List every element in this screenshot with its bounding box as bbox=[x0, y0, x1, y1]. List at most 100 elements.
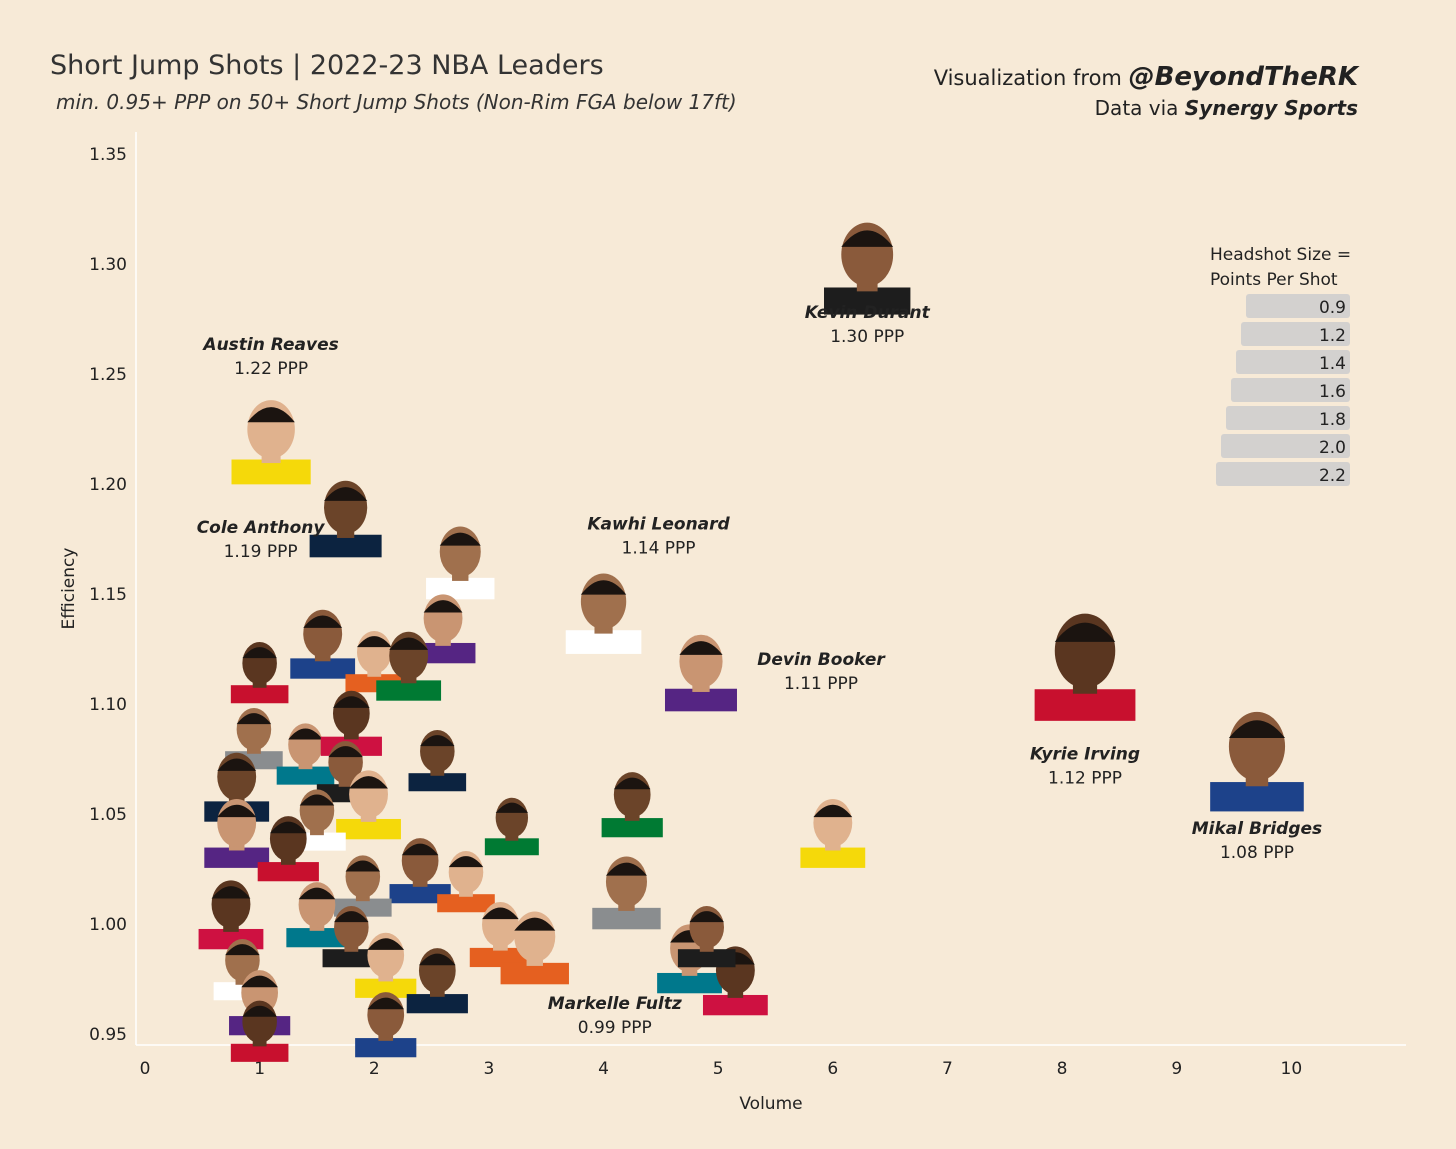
y-tick-label: 1.35 bbox=[89, 145, 127, 165]
jersey-shape bbox=[204, 847, 270, 868]
player-name-label: Cole Anthony bbox=[197, 518, 326, 538]
jersey-shape bbox=[286, 928, 348, 948]
hair-shape bbox=[389, 637, 429, 650]
legend-bar bbox=[1231, 378, 1350, 402]
player-ppp-label: 1.19 PPP bbox=[224, 542, 298, 562]
player-name-label: Markelle Fultz bbox=[548, 994, 682, 1014]
headshot-labeled bbox=[824, 222, 911, 315]
jersey-shape bbox=[389, 884, 451, 904]
headshot bbox=[286, 882, 348, 948]
jersey-shape bbox=[824, 287, 911, 315]
player-ppp-label: 0.99 PPP bbox=[578, 1018, 652, 1038]
jersey-shape bbox=[231, 459, 311, 485]
hair-shape bbox=[298, 887, 336, 900]
jersey-shape bbox=[500, 962, 569, 985]
y-axis-title: Efficiency bbox=[59, 548, 79, 630]
player-ppp-label: 1.22 PPP bbox=[234, 359, 308, 379]
size-legend: Headshot Size = Points Per Shot 0.9 1.2 1.4 1… bbox=[1210, 245, 1351, 486]
hair-shape bbox=[332, 696, 370, 708]
legend-value: 1.6 bbox=[1319, 382, 1346, 402]
jersey-shape bbox=[565, 630, 642, 654]
headshot bbox=[290, 609, 356, 679]
jersey-shape bbox=[1034, 689, 1136, 721]
hair-shape bbox=[241, 975, 278, 988]
hair-shape bbox=[689, 911, 724, 923]
hair-shape bbox=[328, 746, 363, 758]
headshot bbox=[355, 992, 417, 1058]
headshot bbox=[469, 901, 531, 968]
axes: 0 1 2 3 4 5 6 7 8 9 10 0.95 1.00 1.05 1.10 1.15 1.20 1.25… bbox=[59, 132, 1406, 1114]
jersey-shape bbox=[322, 949, 381, 968]
hair-shape bbox=[367, 938, 405, 950]
legend-value: 2.2 bbox=[1319, 466, 1346, 486]
hair-shape bbox=[236, 713, 272, 725]
hair-shape bbox=[225, 944, 260, 956]
legend-value: 1.8 bbox=[1319, 410, 1346, 430]
jersey-shape bbox=[601, 818, 663, 838]
jersey-shape bbox=[426, 577, 495, 600]
x-tick-label: 1 bbox=[254, 1059, 265, 1079]
headshot-labeled bbox=[231, 400, 311, 485]
jersey-shape bbox=[230, 685, 289, 704]
y-tick-label: 1.15 bbox=[89, 585, 127, 605]
hair-shape bbox=[514, 917, 556, 931]
legend-title-line1: Headshot Size = bbox=[1210, 245, 1351, 265]
player-ppp-label: 1.08 PPP bbox=[1220, 843, 1294, 863]
hair-shape bbox=[482, 907, 519, 920]
headshot-labeled bbox=[664, 634, 737, 712]
jersey-shape bbox=[484, 838, 539, 856]
headshot bbox=[355, 932, 417, 998]
hair-shape bbox=[1228, 720, 1286, 739]
jersey-shape bbox=[406, 994, 468, 1014]
headshot-labeled bbox=[500, 911, 569, 985]
y-tick-label: 1.20 bbox=[89, 475, 127, 495]
player-ppp-label: 1.14 PPP bbox=[622, 539, 696, 559]
player-ppp-label: 1.11 PPP bbox=[784, 674, 858, 694]
hair-shape bbox=[1054, 622, 1116, 642]
headshot bbox=[484, 797, 539, 856]
hair-shape bbox=[211, 886, 251, 899]
player-name-label: Kevin Durant bbox=[805, 303, 931, 323]
hair-shape bbox=[345, 860, 381, 872]
visualization-credit: Visualization from @BeyondTheRK bbox=[934, 62, 1358, 92]
hair-shape bbox=[841, 230, 894, 247]
headshot bbox=[198, 880, 264, 950]
hair-shape bbox=[242, 647, 277, 659]
hair-shape bbox=[813, 804, 853, 818]
hair-shape bbox=[679, 641, 723, 655]
x-tick-label: 3 bbox=[483, 1059, 494, 1079]
chart-subtitle: min. 0.95+ PPP on 50+ Short Jump Shots (… bbox=[56, 90, 737, 114]
jersey-shape bbox=[230, 1043, 289, 1062]
player-ppp-label: 1.12 PPP bbox=[1048, 768, 1122, 788]
player-headshots bbox=[198, 222, 1304, 1062]
headshot-labeled bbox=[1210, 711, 1304, 812]
jersey-shape bbox=[336, 818, 401, 840]
y-tick-label: 1.25 bbox=[89, 365, 127, 385]
legend-bar bbox=[1246, 294, 1350, 318]
headshot bbox=[406, 948, 468, 1014]
player-name-label: Devin Booker bbox=[757, 650, 886, 670]
jersey-shape bbox=[800, 847, 866, 868]
hair-shape bbox=[349, 776, 388, 789]
headshot bbox=[601, 772, 663, 838]
player-labels: Kevin Durant 1.30 PPP Austin Reaves 1.22 PP… bbox=[197, 303, 1322, 1038]
headshot bbox=[257, 816, 319, 882]
jersey-shape bbox=[437, 894, 495, 913]
jersey-shape bbox=[290, 658, 356, 679]
headshot bbox=[408, 729, 467, 792]
y-tick-label: 1.10 bbox=[89, 695, 127, 715]
headshot bbox=[336, 770, 401, 840]
hair-shape bbox=[401, 843, 439, 856]
headshot bbox=[800, 798, 866, 868]
hair-shape bbox=[423, 600, 463, 613]
hair-shape bbox=[495, 802, 529, 813]
legend-bar bbox=[1236, 350, 1350, 374]
headshot bbox=[437, 850, 495, 913]
x-tick-label: 4 bbox=[598, 1059, 609, 1079]
hair-shape bbox=[242, 1005, 277, 1017]
headshot bbox=[276, 723, 335, 785]
headshot bbox=[592, 856, 661, 930]
chart-title: Short Jump Shots | 2022-23 NBA Leaders bbox=[50, 50, 604, 81]
x-tick-label: 8 bbox=[1057, 1059, 1068, 1079]
hair-shape bbox=[420, 735, 455, 747]
